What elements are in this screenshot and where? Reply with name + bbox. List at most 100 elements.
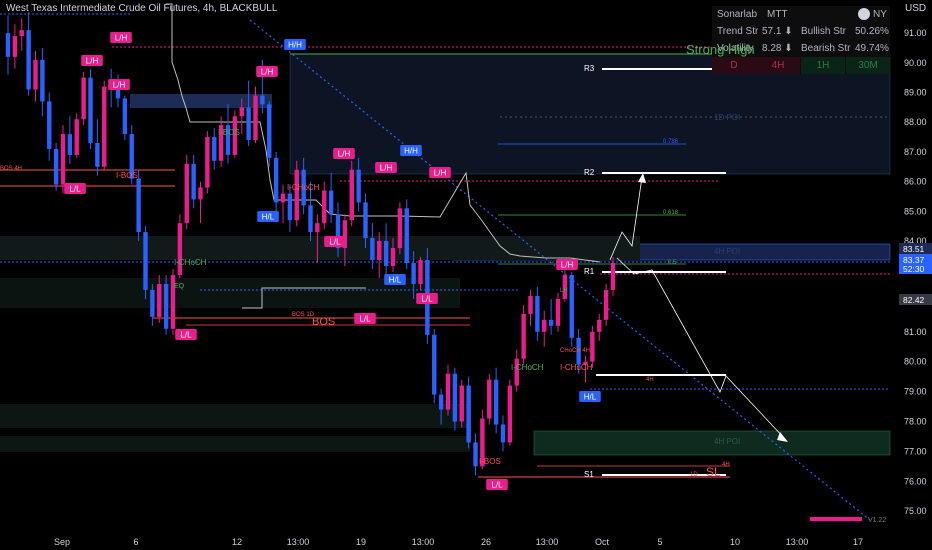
- structure-label: L/L: [421, 295, 433, 304]
- strong-high-label: Strong High: [686, 42, 755, 57]
- candle-body: [328, 190, 334, 215]
- candle-body: [12, 36, 18, 57]
- structure-label-bg: [175, 329, 197, 340]
- candle-body: [507, 385, 513, 443]
- tf-cell-4h[interactable]: 4H: [756, 57, 800, 74]
- pivot-label-r3: R3: [584, 64, 595, 73]
- sonarlab-panel: Sonarlab MTT NY Trend Str 57.1 ⬇ Bullish…: [712, 6, 890, 74]
- candle-body: [411, 263, 416, 284]
- candle-body: [260, 95, 265, 105]
- candle-body: [390, 248, 396, 267]
- structure-label: H/L: [262, 213, 275, 222]
- candle-body: [459, 385, 464, 422]
- vol-value: 8.28 ⬇: [762, 43, 793, 54]
- candle-body: [184, 163, 189, 224]
- structure-label-bg: [400, 145, 422, 156]
- x-tick-label: 13:00: [786, 537, 809, 547]
- projection-up-path: [609, 176, 643, 261]
- candle-body: [514, 358, 519, 386]
- candle-body: [74, 119, 79, 155]
- currency-label: USD: [905, 3, 927, 14]
- candle-body: [26, 30, 31, 90]
- annotation-label: I-CHoCH: [287, 183, 320, 192]
- candle-body: [610, 263, 616, 290]
- candle-body: [81, 77, 86, 120]
- annotation-label: BOS 1D: [292, 312, 315, 318]
- candle-body: [232, 116, 238, 155]
- structure-label: L/H: [561, 261, 574, 270]
- annotation-label: CHoCH 4H: [560, 348, 590, 354]
- annotation-label: SL: [706, 465, 721, 479]
- fib-label: 0.786: [663, 139, 679, 145]
- structure-label: L/H: [113, 81, 126, 90]
- candle-body: [273, 157, 279, 203]
- structure-label-bg: [384, 274, 406, 285]
- bear-label: Bearish Str: [801, 43, 851, 54]
- candle-body: [418, 260, 423, 284]
- price-tag: 83.37: [903, 255, 925, 265]
- structure-label: H/H: [404, 147, 418, 156]
- candle-body: [19, 30, 24, 37]
- tf-cell-30m[interactable]: 30M: [846, 57, 890, 74]
- structure-label: L/H: [86, 57, 99, 66]
- structure-label: H/L: [389, 276, 402, 285]
- zone-label: 4H POI: [714, 437, 740, 446]
- annotation-label: I-CHoCH: [560, 363, 593, 372]
- left-zone-3: [0, 404, 470, 428]
- structure-label-bg: [579, 391, 601, 402]
- candle-body: [583, 361, 588, 365]
- x-tick-label: Oct: [595, 537, 610, 547]
- annotation-label: 4H: [722, 462, 730, 468]
- panel-mode: MTT: [767, 9, 788, 20]
- structure-label-bg: [324, 236, 346, 247]
- structure-label-bg: [354, 313, 376, 324]
- candle-body: [157, 283, 162, 317]
- tf-cell-1h[interactable]: 1H: [801, 57, 845, 74]
- x-tick-label: 13:00: [536, 537, 559, 547]
- candle-body: [500, 424, 506, 443]
- structure-label-bg: [257, 211, 279, 222]
- candle-body: [370, 238, 375, 261]
- overlay-labels-group: L/H L/H L/H L/H L/H L/H L/H L/L L/L L/L L/L L/L L/H H…: [0, 32, 740, 490]
- candle-body: [143, 232, 148, 290]
- candle-body: [163, 283, 169, 329]
- y-tick-label: 76.00: [904, 476, 927, 486]
- vol-label: Volatility: [717, 43, 754, 54]
- annotation-label: I-BOS: [116, 171, 138, 180]
- candle-body: [377, 241, 382, 261]
- candle-body: [576, 337, 581, 365]
- tf-cell-d[interactable]: D: [712, 57, 756, 74]
- candle-body: [383, 241, 389, 267]
- price-tag: 83.51: [903, 244, 925, 254]
- y-tick-label: 75.00: [904, 506, 927, 516]
- structure-label: L/H: [261, 68, 274, 77]
- fib-label: 0.5: [668, 260, 677, 266]
- candle-body: [95, 142, 100, 167]
- candle-body: [569, 274, 574, 338]
- candle-body: [5, 33, 11, 57]
- candle-body: [603, 289, 609, 320]
- candle-body: [88, 77, 93, 143]
- candle-body: [129, 134, 134, 179]
- panel-brand: Sonarlab: [717, 9, 758, 20]
- candle-body: [445, 373, 451, 410]
- candle-body: [397, 208, 403, 249]
- candle-body: [280, 193, 286, 203]
- trend-label: Trend Str: [717, 26, 759, 37]
- pivot-label-s1: S1: [584, 470, 594, 479]
- candle-body: [432, 334, 437, 395]
- poi-zone-4h-lower: [533, 430, 891, 456]
- candle-body: [597, 319, 602, 332]
- x-tick-label: 6: [133, 537, 138, 547]
- candle-body: [301, 169, 306, 206]
- price-tag: 82.42: [903, 295, 925, 305]
- structure-label: L/H: [380, 164, 393, 173]
- structure-label-bg: [429, 167, 451, 178]
- candle-body: [349, 169, 354, 221]
- candle-body: [53, 148, 59, 185]
- candle-body: [218, 125, 224, 161]
- y-tick-label: 85.00: [904, 206, 927, 216]
- candle-body: [535, 295, 540, 332]
